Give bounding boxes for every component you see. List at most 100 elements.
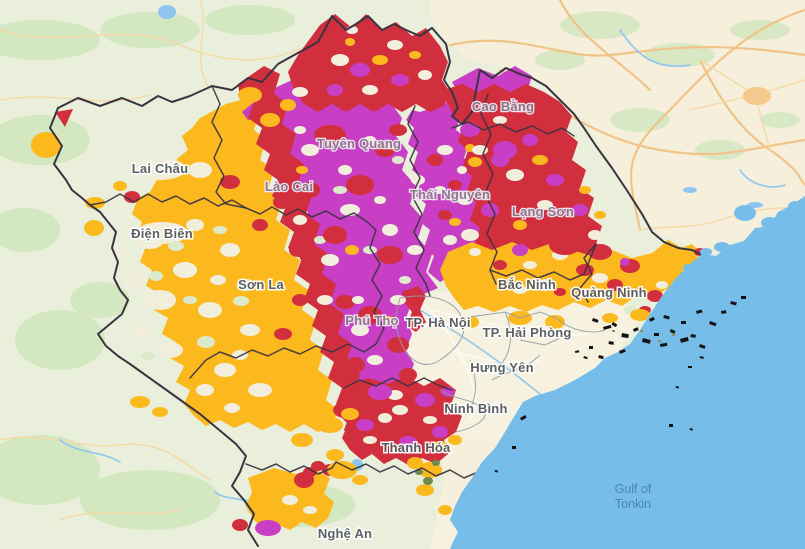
map-label-thai-nguyen: Thái Nguyên bbox=[410, 187, 490, 202]
island bbox=[675, 386, 679, 389]
district-patch bbox=[323, 226, 347, 244]
district-patch bbox=[438, 210, 452, 220]
district-patch bbox=[411, 175, 425, 185]
island bbox=[619, 348, 626, 354]
district-patch bbox=[364, 136, 376, 144]
district-patch bbox=[536, 279, 554, 291]
district-patch bbox=[293, 215, 307, 225]
sea-layer bbox=[450, 196, 805, 549]
district-patch bbox=[506, 169, 524, 181]
district-patch bbox=[512, 244, 528, 256]
district-patch bbox=[377, 246, 403, 264]
district-patch bbox=[409, 51, 421, 59]
map-label-cao-bang: Cao Bằng bbox=[472, 99, 534, 114]
island bbox=[621, 332, 629, 339]
district-patch bbox=[356, 419, 374, 431]
district-patch bbox=[186, 219, 204, 231]
district-patch bbox=[141, 352, 155, 360]
district-patch bbox=[387, 337, 409, 353]
district-patch bbox=[273, 195, 291, 209]
district-patch bbox=[114, 250, 130, 260]
map-label-son-la: Sơn La bbox=[238, 277, 284, 292]
district-patch bbox=[232, 124, 248, 136]
map-label-lai-chau: Lai Châu bbox=[132, 161, 189, 176]
district-patch bbox=[382, 316, 394, 324]
map-label-hung-yen: Hưng Yên bbox=[470, 360, 534, 375]
district-patch bbox=[240, 324, 260, 336]
island bbox=[690, 334, 696, 338]
district-patch bbox=[232, 350, 248, 360]
district-patch bbox=[294, 126, 306, 134]
district-patch bbox=[233, 296, 249, 306]
district-patch bbox=[198, 302, 222, 318]
island bbox=[689, 428, 693, 431]
risk-strip-hanoi-west bbox=[402, 286, 426, 332]
island bbox=[681, 321, 686, 324]
island bbox=[730, 300, 737, 306]
district-patch bbox=[183, 296, 197, 304]
district-patch bbox=[392, 156, 404, 164]
national-border-china bbox=[57, 15, 705, 257]
district-patch bbox=[345, 38, 355, 46]
district-patch bbox=[443, 235, 457, 245]
map-label-lao-cai: Lào Cai bbox=[265, 179, 313, 194]
map-labels: Lai Châu Điện Biên Sơn La Lào Cai Tuyên Quan… bbox=[130, 98, 652, 543]
district-patch bbox=[407, 457, 423, 469]
district-patch bbox=[432, 426, 448, 438]
district-patch bbox=[113, 181, 127, 191]
map-label-ninh-binh: Ninh Bình bbox=[444, 401, 507, 416]
island bbox=[721, 310, 727, 314]
gulf-of-tonkin bbox=[450, 196, 805, 549]
risk-patch-nw-tip bbox=[55, 109, 73, 127]
district-patch bbox=[321, 254, 339, 266]
district-patch bbox=[423, 416, 437, 424]
map-label-gulf-of-tonkin: Gulf of Tonkin bbox=[615, 482, 652, 511]
island-olive bbox=[612, 330, 615, 332]
district-patch bbox=[513, 220, 527, 230]
district-patch bbox=[327, 84, 343, 96]
district-patch bbox=[292, 87, 308, 97]
district-patch bbox=[592, 273, 608, 283]
district-patch bbox=[224, 403, 240, 413]
district-patch bbox=[374, 196, 386, 204]
island bbox=[699, 355, 704, 359]
district-patch-layer bbox=[31, 26, 706, 536]
delta-boundaries bbox=[395, 295, 606, 433]
district-patch bbox=[579, 186, 591, 194]
island bbox=[583, 356, 588, 360]
district-patch bbox=[291, 433, 313, 447]
district-patch bbox=[197, 336, 215, 348]
island bbox=[669, 329, 676, 334]
province-boundary bbox=[343, 377, 453, 391]
district-patch bbox=[326, 449, 344, 461]
district-patch bbox=[317, 295, 333, 305]
district-patch bbox=[392, 405, 408, 415]
district-patch bbox=[448, 435, 462, 445]
district-patch bbox=[391, 74, 409, 86]
district-patch bbox=[248, 383, 272, 397]
district-patch bbox=[255, 520, 281, 536]
district-patch bbox=[289, 390, 321, 410]
district-patch bbox=[362, 85, 378, 95]
map-label-nghe-an: Nghệ An bbox=[318, 526, 372, 541]
district-patch bbox=[389, 124, 407, 136]
district-patch bbox=[537, 200, 553, 210]
district-patch bbox=[196, 384, 214, 396]
province-boundary bbox=[211, 85, 247, 209]
map-label-phu-tho: Phú Thọ bbox=[345, 313, 398, 328]
map-label-ha-noi: TP. Hà Nội bbox=[405, 315, 470, 330]
province-boundary bbox=[245, 461, 337, 475]
island bbox=[741, 296, 746, 299]
island bbox=[608, 341, 614, 345]
province-boundary bbox=[451, 121, 575, 137]
island bbox=[591, 318, 599, 323]
district-patch bbox=[220, 243, 240, 257]
district-patch bbox=[468, 157, 482, 167]
district-patch bbox=[415, 393, 435, 407]
boundary-layer bbox=[49, 15, 705, 547]
district-patch bbox=[620, 258, 630, 266]
district-patch bbox=[350, 63, 370, 77]
district-patch bbox=[213, 226, 227, 234]
